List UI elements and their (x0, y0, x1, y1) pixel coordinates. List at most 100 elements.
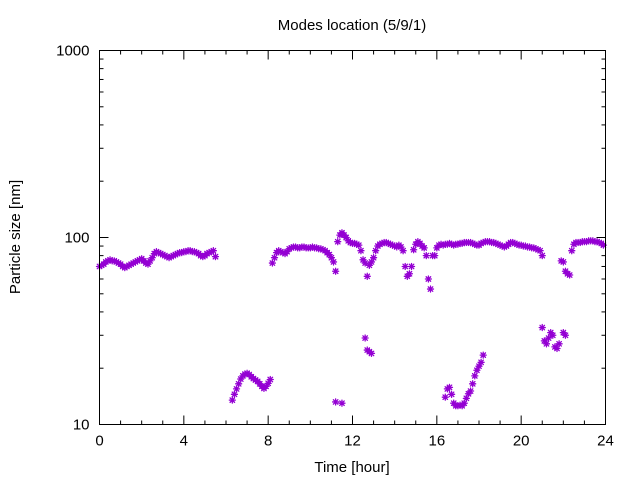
data-point (544, 334, 553, 342)
x-tick-label: 8 (264, 433, 272, 450)
data-point (479, 238, 487, 247)
data-point (197, 251, 205, 260)
data-point (169, 251, 177, 260)
data-point (469, 380, 477, 388)
data-point (159, 250, 167, 259)
data-point (420, 244, 428, 252)
data-point (97, 261, 106, 269)
x-tick-label: 16 (428, 433, 445, 450)
data-point (209, 247, 217, 255)
x-tick-label: 20 (513, 433, 530, 450)
data-point (439, 241, 447, 249)
data-point (469, 239, 477, 248)
y-tick-label: 100 (64, 230, 89, 247)
data-point (317, 245, 325, 253)
data-point (241, 370, 249, 378)
data-point (401, 262, 409, 271)
data-point (125, 261, 133, 269)
data-point (549, 331, 557, 339)
data-point (306, 244, 314, 252)
x-tick-label: 12 (344, 433, 361, 450)
data-point (171, 250, 180, 259)
data-point (133, 257, 142, 265)
data-point (365, 261, 374, 269)
data-point (460, 399, 468, 407)
data-point (135, 256, 144, 264)
data-point (144, 260, 152, 268)
data-point (386, 240, 395, 248)
data-point (492, 239, 500, 248)
data-point (367, 349, 376, 358)
data-point (458, 239, 466, 248)
data-point (447, 390, 456, 398)
data-point (167, 252, 175, 261)
data-point (270, 254, 279, 262)
data-point (357, 247, 365, 255)
data-point (437, 240, 445, 248)
data-point (285, 245, 293, 253)
data-point (475, 362, 483, 370)
plot-frame (99, 50, 606, 425)
data-point (165, 254, 173, 262)
data-point (110, 257, 118, 265)
data-point (262, 382, 270, 390)
data-point (593, 238, 601, 246)
data-point (363, 272, 371, 280)
data-point (566, 271, 574, 279)
data-point (382, 238, 390, 247)
data-point (275, 247, 283, 255)
data-point (148, 254, 156, 262)
data-point (540, 337, 549, 345)
data-point (589, 237, 597, 245)
data-point (146, 257, 154, 265)
data-point (268, 259, 277, 267)
data-point (296, 244, 304, 252)
data-point (266, 375, 274, 384)
data-point (131, 258, 139, 266)
data-point (161, 251, 169, 260)
data-point (203, 249, 211, 258)
data-point (211, 252, 220, 261)
data-point (378, 239, 386, 248)
data-point (178, 248, 186, 257)
data-points (95, 229, 608, 410)
chart-title: Modes location (5/9/1) (278, 17, 426, 34)
x-tick-label: 0 (95, 433, 103, 450)
data-point (338, 399, 346, 407)
data-point (264, 379, 272, 387)
x-axis-label: Time [hour] (314, 459, 389, 476)
data-point (106, 256, 114, 264)
data-point (346, 238, 355, 247)
data-point (599, 241, 608, 249)
data-point (232, 385, 241, 393)
data-point (112, 258, 121, 266)
data-point (129, 259, 137, 267)
data-point (329, 258, 338, 266)
axis-ticks: 0 4 8 12 16 20 24 10 100 1000 (56, 43, 614, 450)
data-point (426, 285, 435, 293)
data-point (186, 247, 194, 255)
data-point (156, 249, 165, 258)
data-point (325, 250, 333, 259)
data-point (568, 247, 576, 255)
data-point (308, 243, 317, 251)
data-point (424, 275, 433, 283)
y-tick-label: 1000 (56, 43, 89, 60)
data-point (494, 240, 502, 248)
data-point (355, 241, 363, 249)
data-point (466, 387, 475, 395)
data-point (511, 239, 519, 248)
data-point (498, 242, 506, 250)
data-point (331, 267, 340, 275)
data-point (485, 238, 494, 246)
data-point (235, 380, 243, 388)
data-point (534, 246, 542, 254)
data-point (207, 248, 215, 256)
data-point (372, 247, 380, 255)
data-point (361, 334, 369, 342)
data-point (173, 249, 182, 258)
data-point (553, 344, 561, 353)
data-point (291, 243, 300, 251)
data-point (384, 239, 392, 248)
data-point (367, 258, 376, 266)
